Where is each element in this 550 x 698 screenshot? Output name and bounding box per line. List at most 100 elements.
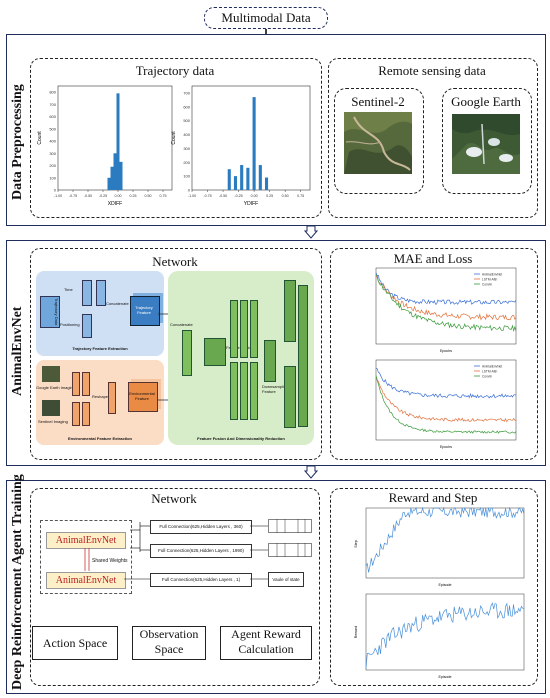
y-tick-label: 0 [54, 188, 57, 193]
x-tick-label: -0.25 [99, 194, 107, 198]
plot-frame [191, 85, 311, 191]
x-axis-label: Epochs [440, 445, 452, 449]
shared-weights-label: Shared Weights [92, 558, 128, 564]
y-tick-label: 700 [49, 102, 56, 107]
y-tick-label: 700 [183, 90, 190, 95]
histogram-xdiff: -1.00 -0.75 -0.50 -0.25 0.00 0.25 0.50 0.75 0 100… [37, 85, 173, 207]
x-tick-label: -0.50 [84, 194, 92, 198]
sentinel-imaging-label: Sentinel Imaging [38, 419, 68, 424]
legend-label: AnimalEnvNet [482, 273, 502, 277]
agent-dotted-box [40, 520, 132, 594]
histogram-bar [110, 166, 114, 190]
env-layer-5 [108, 382, 116, 414]
trajectory-data-box [30, 58, 322, 218]
drl-connector-lines [84, 522, 268, 580]
fc-column-3 [284, 366, 296, 428]
histogram-bar [240, 165, 244, 190]
time-block [82, 280, 92, 306]
output-vector-2 [268, 543, 312, 557]
y-tick-label: 300 [183, 146, 190, 151]
google-earth-thumb [42, 366, 60, 382]
google-earth-imaging-label: Google Earth Imaging [36, 385, 75, 390]
y-tick-label: 500 [183, 118, 190, 123]
x-tick-label: 0.75 [160, 194, 167, 198]
time-block-2 [96, 280, 106, 306]
fusion-layer-6 [240, 362, 248, 420]
y-tick-label: 500 [49, 126, 56, 131]
y-axis-label: Step [354, 540, 358, 547]
y-tick-label: 200 [183, 160, 190, 165]
histogram-bar [107, 177, 111, 190]
x-tick-label: -1.00 [188, 194, 196, 198]
mae-line-animalenvnet [375, 272, 517, 305]
fusion-layer-3 [240, 300, 248, 358]
fusion-layer-4 [250, 300, 258, 358]
x-tick-label: -0.75 [203, 194, 211, 198]
network-arrows [158, 313, 168, 401]
trajectory-feature-label: Trajectory Feature [135, 305, 153, 315]
env-layer-1 [72, 372, 80, 396]
x-tick-label: -0.75 [69, 194, 77, 198]
fusion-feature-block [204, 338, 226, 366]
y-tick-label: 100 [183, 174, 190, 179]
fc-1990-box: Full Connection(625,Hidden Layers , 1990… [150, 544, 252, 558]
fusion-layer-2 [230, 300, 238, 358]
histogram-bar [116, 93, 120, 190]
downsample-block [264, 340, 276, 382]
fc-360-box: Full Connection(625,Hidden Layers , 360) [150, 520, 252, 534]
trajectory-title: Trajectory data [135, 63, 215, 78]
x-axis-label: Episode [439, 583, 452, 587]
x-tick-label: -0.50 [219, 194, 227, 198]
positioning-label: Positioning [60, 322, 80, 327]
histogram-ydiff: -1.00 -0.75 -0.50 -0.25 0.00 0.25 0.50 0.75 0 100… [171, 85, 311, 207]
fusion-layer-5 [230, 362, 238, 420]
x-tick-label: -1.00 [54, 194, 62, 198]
agent-reward-box: Agent Reward Calculation [220, 626, 312, 660]
plot-frame [365, 507, 525, 579]
histogram-bar [252, 97, 256, 190]
mae-loss-box [330, 248, 538, 460]
y-axis-label: Count [37, 131, 43, 145]
mae-loss-title: MAE and Loss [393, 251, 473, 266]
y-tick-label: 400 [183, 132, 190, 137]
x-axis-label: Episode [439, 675, 452, 679]
time-label: Time [64, 287, 73, 292]
legend-label: ConvIn [482, 283, 492, 287]
histogram-bar [227, 169, 231, 190]
mae-line-lstm [375, 275, 517, 321]
step-chart: Episode Step [354, 506, 525, 587]
fusion-label: Feature Fusion And Dimensionality Reduct… [197, 436, 285, 441]
mae-line-convin [375, 274, 517, 333]
env-feature-cube [128, 382, 158, 412]
fusion-feature-label: Feature Fusion [226, 345, 253, 350]
value-of-state-box: Vaule of state [268, 572, 304, 587]
x-tick-label: 0.50 [145, 194, 152, 198]
remote-sensing-title: Remote sensing data [378, 63, 486, 78]
trajectory-feature-cube [130, 296, 160, 326]
loss-line-lstm [375, 375, 517, 423]
y-tick-label: 400 [49, 139, 56, 144]
downsample-label: Downsampling Feature [262, 384, 289, 394]
x-axis-label: YDIFF [244, 201, 258, 207]
histogram-bar [258, 165, 262, 190]
loss-line-convin [375, 375, 517, 434]
fc-1-box: Full Connection(625,Hidden Layers , 1) [150, 573, 252, 587]
sentinel-title: Sentinel-2 [351, 94, 405, 109]
loss-line-animalenvnet [375, 368, 517, 399]
sentinel-thumb [42, 400, 60, 416]
google-earth-title: Google Earth [451, 94, 521, 109]
plot-frame [375, 359, 517, 441]
env-layer-2 [82, 372, 90, 396]
y-axis-label: Reward [354, 626, 358, 638]
trajectory-input: Trajectory Data [40, 296, 60, 328]
histogram-bar [113, 153, 117, 190]
x-tick-label: 0.25 [130, 194, 137, 198]
fusion-layer-7 [250, 362, 258, 420]
output-vector-1 [268, 519, 312, 533]
animalenvnet-block-1: AnimalEnvNet [46, 532, 126, 549]
network-box [30, 248, 322, 460]
histogram-bar [264, 177, 269, 190]
plot-frame [365, 593, 525, 671]
arrow-down-2 [304, 465, 318, 479]
